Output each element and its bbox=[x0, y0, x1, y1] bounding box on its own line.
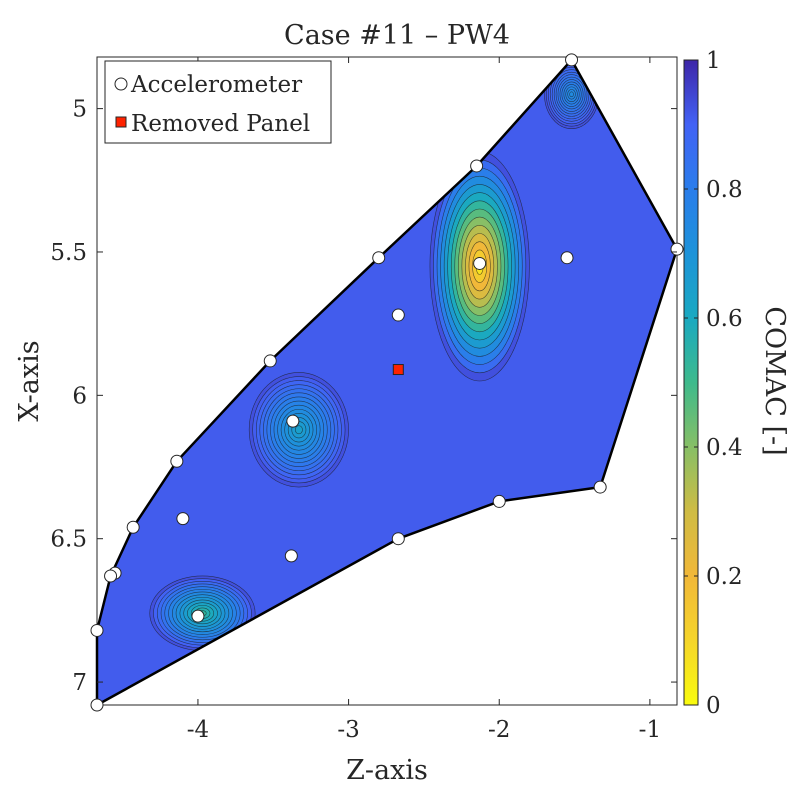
colorbar-gradient bbox=[683, 59, 699, 706]
y-tick-label: 5 bbox=[72, 97, 87, 123]
legend: Accelerometer Removed Panel bbox=[104, 60, 332, 144]
legend-accelerometer-marker bbox=[114, 77, 128, 91]
accelerometer-marker bbox=[284, 549, 298, 563]
accelerometer-marker bbox=[372, 251, 386, 265]
y-axis-ticks: 5 5.5 6 6.5 7 bbox=[50, 97, 677, 696]
accelerometer-marker bbox=[470, 159, 484, 173]
colorbar-tick-label: 0.4 bbox=[706, 435, 743, 461]
x-tick-label: -3 bbox=[337, 717, 359, 743]
removed-panel-marker bbox=[392, 364, 404, 376]
accelerometer-marker bbox=[191, 609, 205, 623]
accelerometer-marker bbox=[90, 623, 104, 637]
accelerometer-marker bbox=[126, 520, 140, 534]
accelerometer-marker bbox=[670, 242, 684, 256]
accelerometer-marker bbox=[104, 569, 118, 583]
accelerometer-marker bbox=[90, 698, 104, 712]
y-tick-label: 5.5 bbox=[50, 240, 87, 266]
x-tick-label: -2 bbox=[488, 717, 510, 743]
colorbar-label: COMAC [-] bbox=[759, 306, 790, 455]
accelerometer-marker bbox=[263, 354, 277, 368]
legend-removed-panel-marker bbox=[115, 116, 127, 128]
x-axis-label: Z-axis bbox=[346, 755, 428, 786]
accelerometer-marker bbox=[492, 494, 506, 508]
accelerometer-marker bbox=[560, 251, 574, 265]
accelerometer-marker bbox=[565, 53, 579, 67]
accelerometer-marker bbox=[593, 480, 607, 494]
legend-box bbox=[104, 60, 332, 144]
y-tick-label: 6.5 bbox=[50, 527, 87, 553]
accelerometer-marker bbox=[473, 256, 487, 270]
accelerometer-marker bbox=[170, 454, 184, 468]
colorbar-ticks: 0 0.2 0.4 0.6 0.8 1 bbox=[684, 48, 743, 719]
accelerometer-markers bbox=[90, 53, 684, 712]
accelerometer-marker bbox=[391, 308, 405, 322]
x-tick-label: -4 bbox=[187, 717, 209, 743]
colorbar-tick-label: 0.6 bbox=[706, 306, 743, 332]
legend-accelerometer-label: Accelerometer bbox=[130, 72, 302, 98]
accelerometer-marker bbox=[286, 414, 300, 428]
x-axis-ticks: -4 -3 -2 -1 bbox=[187, 57, 661, 743]
legend-removed-panel-label: Removed Panel bbox=[131, 111, 310, 137]
x-tick-label: -1 bbox=[639, 717, 661, 743]
colorbar-tick-label: 0.2 bbox=[706, 564, 743, 590]
accelerometer-marker bbox=[176, 512, 190, 526]
y-tick-label: 6 bbox=[72, 383, 87, 409]
y-axis-label: X-axis bbox=[14, 340, 45, 421]
y-tick-label: 7 bbox=[72, 670, 87, 696]
removed-panel-markers bbox=[392, 364, 404, 376]
colorbar-tick-label: 1 bbox=[706, 48, 721, 74]
chart-title: Case #11 – PW4 bbox=[284, 20, 510, 51]
colorbar-tick-label: 0.8 bbox=[706, 177, 743, 203]
colorbar: 0 0.2 0.4 0.6 0.8 1 COMAC [-] bbox=[683, 48, 790, 719]
colorbar-tick-label: 0 bbox=[706, 693, 721, 719]
accelerometer-marker bbox=[391, 532, 405, 546]
